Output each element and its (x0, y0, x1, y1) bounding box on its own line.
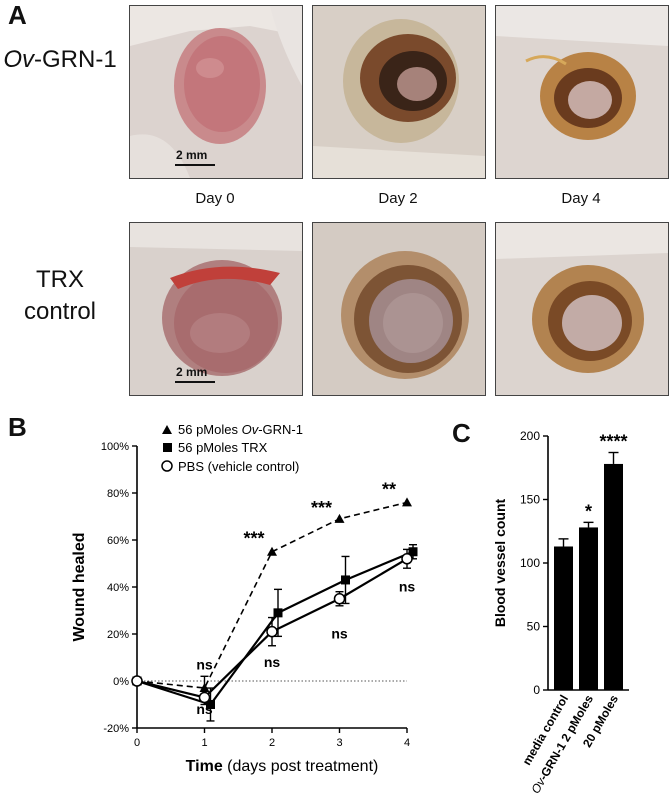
data-point-square (408, 547, 418, 557)
day-label-2: Day 2 (378, 190, 418, 207)
y-tick-label: -20% (103, 723, 129, 735)
x-tick-label: 0 (134, 737, 140, 749)
wound-photo-trx-day2 (312, 222, 486, 396)
row-label-trx-control: TRX control (0, 264, 120, 328)
data-point-open-circle (131, 675, 143, 687)
data-point-open-circle (333, 593, 346, 605)
day-label-0: Day 0 (195, 190, 235, 207)
significance-label: ns (399, 579, 416, 595)
data-point-triangle (334, 513, 345, 523)
data-point-open-circle (266, 625, 278, 638)
row-label-line1: TRX (36, 266, 84, 293)
significance-label: ns (196, 701, 213, 717)
data-point-square (273, 608, 283, 618)
y-tick-label: 50 (527, 620, 541, 634)
wound-photo-ov-day2 (312, 5, 486, 179)
data-point-square (206, 700, 215, 709)
y-tick-label: 40% (107, 582, 129, 594)
significance-label: ns (331, 626, 348, 642)
row-label-ov-grn-1: Ov-GRN-1 (0, 44, 120, 76)
y-tick-label: 60% (107, 535, 129, 547)
x-tick-label: 4 (404, 737, 410, 749)
y-axis-label: Blood vessel count (492, 498, 508, 627)
scale-bar-label-row2: 2 mm (176, 365, 208, 379)
wound-healing-line-chart: 56 pMoles Ov-GRN-1 56 pMoles TRX PBS (ve… (71, 422, 418, 775)
y-axis-label: Wound healed (71, 532, 88, 641)
x-axis-label: Time (days post treatment) (186, 758, 379, 775)
x-tick-label: 2 (269, 737, 275, 749)
significance-label: ** (382, 479, 396, 499)
panel-a-letter: A (8, 0, 27, 30)
legend-entry-ov-grn-1: 56 pMoles Ov-GRN-1 (178, 422, 303, 437)
data-point-open-circle (198, 691, 211, 704)
panel-b-letter: B (8, 412, 27, 442)
scale-bar-row1 (175, 164, 215, 166)
data-point-open-circle (401, 553, 413, 565)
legend-entry-pbs: PBS (vehicle control) (178, 459, 299, 474)
scale-bar-row2 (175, 381, 215, 383)
x-tick-label: 3 (336, 737, 342, 749)
y-tick-label: 150 (520, 493, 540, 507)
y-tick-label: 100% (101, 441, 129, 453)
significance-label: *** (311, 498, 332, 518)
y-tick-label: 200 (520, 429, 540, 443)
significance-label: *** (243, 529, 264, 549)
significance-label: * (585, 501, 592, 521)
scale-bar-label-row1: 2 mm (176, 148, 208, 162)
wound-photo-trx-day0 (129, 222, 303, 396)
y-tick-label: 100 (520, 556, 540, 570)
significance-label: **** (599, 432, 627, 452)
data-point-triangle (267, 546, 277, 556)
significance-label: ns (196, 656, 213, 672)
significance-label: ns (264, 654, 281, 670)
bar-1 (579, 527, 598, 690)
wound-photo-ov-day4 (495, 5, 669, 179)
row-label-line2: control (23, 298, 97, 325)
x-tick-label: 1 (201, 737, 207, 749)
panel-c-letter: C (452, 418, 471, 448)
day-label-4: Day 4 (561, 190, 601, 207)
bar-0 (554, 546, 573, 690)
wound-photo-ov-day0 (129, 5, 303, 179)
legend-marker-square (163, 443, 172, 452)
y-tick-label: 0% (113, 676, 129, 688)
y-tick-label: 20% (107, 629, 129, 641)
row-label-rest: -GRN-1 (34, 46, 117, 73)
legend: 56 pMoles Ov-GRN-1 56 pMoles TRX PBS (ve… (161, 422, 303, 474)
series-line-0 (136, 501, 408, 689)
data-point-square (341, 575, 350, 585)
legend-marker-triangle (162, 425, 172, 434)
legend-entry-trx: 56 pMoles TRX (178, 440, 268, 455)
wound-photo-trx-day4 (495, 222, 669, 396)
legend-marker-open-circle (161, 460, 173, 472)
data-point-triangle (402, 497, 412, 507)
y-tick-label: 80% (107, 488, 129, 500)
y-tick-label: 0 (533, 683, 540, 697)
bar-2 (604, 463, 623, 690)
row-label-italic: Ov (3, 46, 34, 73)
